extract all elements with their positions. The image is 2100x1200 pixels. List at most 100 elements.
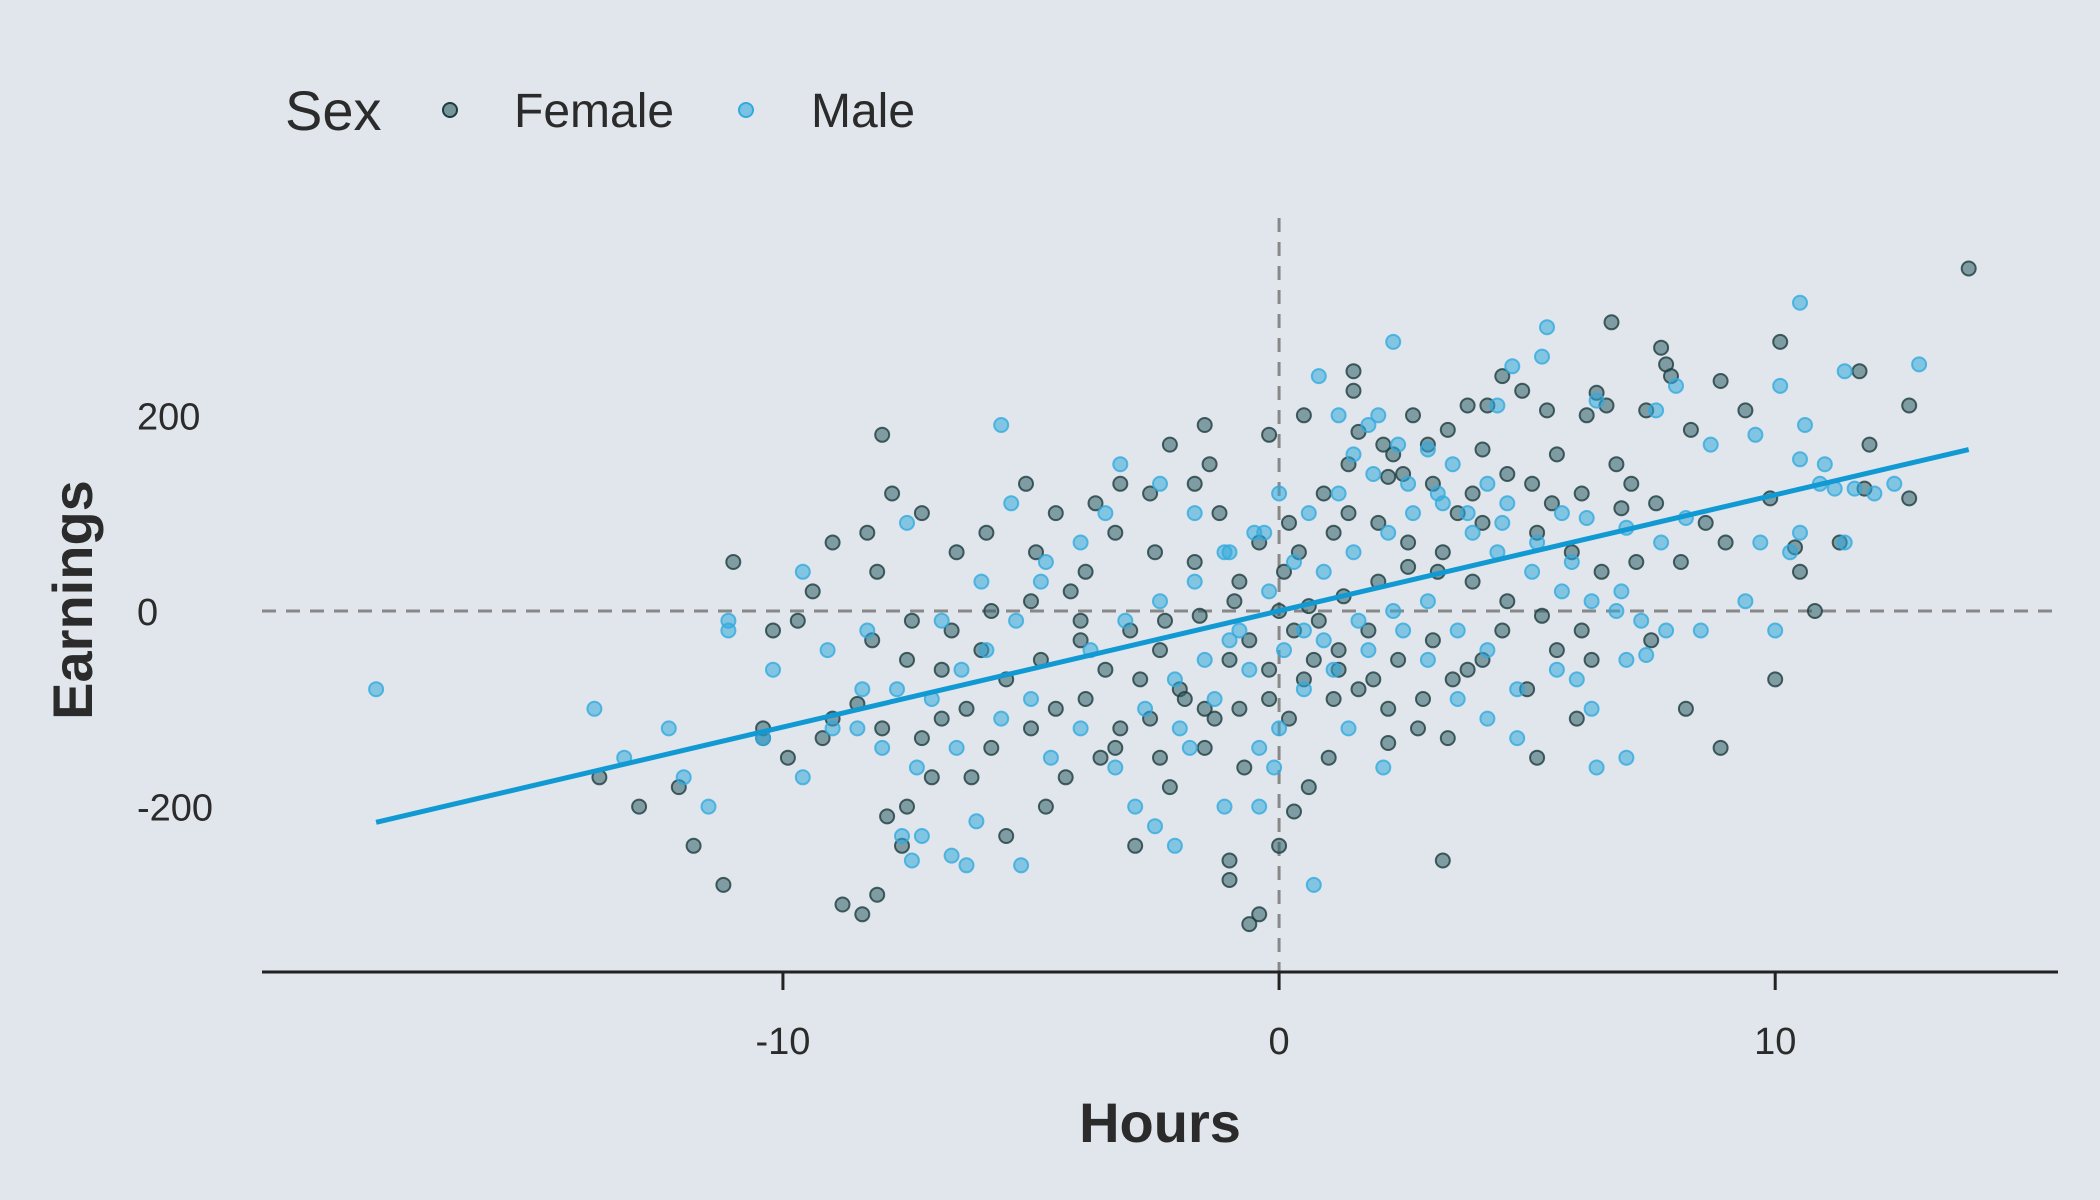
data-point-female bbox=[1236, 759, 1253, 776]
data-point-male bbox=[1405, 505, 1421, 522]
data-point-female bbox=[1717, 534, 1734, 551]
data-point-male bbox=[1137, 700, 1154, 717]
data-point-female bbox=[1211, 505, 1228, 522]
data-point-female bbox=[1161, 436, 1178, 453]
data-point-male bbox=[1419, 441, 1436, 458]
data-point-female bbox=[1712, 739, 1729, 756]
x-tick-label: -10 bbox=[755, 1021, 810, 1063]
data-point-female bbox=[1737, 402, 1754, 419]
data-point-female bbox=[1792, 563, 1808, 580]
data-point-female bbox=[933, 710, 950, 727]
data-point-female bbox=[1499, 466, 1516, 482]
data-point-male bbox=[1509, 730, 1526, 747]
x-tick-label: 10 bbox=[1754, 1021, 1796, 1063]
data-point-female bbox=[765, 622, 781, 639]
data-point-female bbox=[1201, 456, 1218, 473]
data-point-female bbox=[1459, 397, 1476, 414]
data-point-female bbox=[1092, 749, 1109, 766]
data-point-female bbox=[1261, 426, 1278, 443]
data-point-male bbox=[1911, 356, 1928, 373]
data-point-male bbox=[1792, 451, 1808, 468]
data-point-female bbox=[1286, 803, 1302, 820]
data-point-male bbox=[1008, 612, 1025, 629]
data-point-male bbox=[1295, 681, 1312, 698]
data-point-female bbox=[1628, 554, 1645, 570]
data-point-female bbox=[1608, 456, 1625, 473]
data-point-female bbox=[1573, 622, 1590, 639]
data-point-female bbox=[913, 505, 930, 522]
data-point-male bbox=[849, 720, 866, 737]
data-point-female bbox=[1439, 421, 1456, 438]
regression-line bbox=[375, 447, 1970, 825]
data-point-female bbox=[1206, 710, 1223, 727]
data-point-male bbox=[854, 681, 871, 698]
data-point-male bbox=[1256, 524, 1273, 541]
data-point-female bbox=[1147, 544, 1163, 561]
data-point-female bbox=[1127, 837, 1144, 854]
data-point-female bbox=[1132, 671, 1149, 688]
data-point-male bbox=[1390, 436, 1407, 453]
data-point-female bbox=[1534, 607, 1550, 624]
data-point-male bbox=[1251, 739, 1268, 756]
data-point-female bbox=[715, 876, 732, 893]
data-point-male bbox=[1588, 759, 1605, 776]
data-point-male bbox=[1633, 612, 1650, 629]
data-point-male bbox=[1509, 681, 1526, 698]
data-point-female bbox=[1578, 407, 1595, 424]
y-axis-ticks: -200 0 200 bbox=[137, 396, 213, 829]
data-point-male bbox=[1613, 583, 1630, 600]
data-point-male bbox=[948, 739, 965, 756]
data-point-female bbox=[948, 544, 965, 561]
data-point-male bbox=[1216, 544, 1233, 561]
data-point-female bbox=[1330, 642, 1347, 659]
data-point-male bbox=[1534, 348, 1550, 365]
data-point-female bbox=[874, 720, 891, 737]
data-point-female bbox=[1276, 563, 1292, 580]
data-point-male bbox=[1772, 377, 1789, 394]
data-point-male bbox=[953, 661, 970, 678]
data-point-male bbox=[1479, 642, 1496, 659]
data-point-female bbox=[1226, 593, 1243, 610]
x-axis-title: Hours bbox=[1079, 1091, 1241, 1154]
data-point-female bbox=[1176, 691, 1193, 707]
data-point-female bbox=[1300, 779, 1317, 796]
data-point-female bbox=[1271, 837, 1288, 854]
data-point-female bbox=[1529, 749, 1546, 766]
data-point-female bbox=[1623, 475, 1640, 492]
data-point-female bbox=[1380, 468, 1397, 485]
data-point-female bbox=[1568, 710, 1585, 727]
data-point-female bbox=[834, 896, 851, 913]
data-point-male bbox=[903, 852, 920, 869]
data-point-female bbox=[1464, 485, 1481, 502]
data-point-female bbox=[1231, 700, 1248, 717]
data-point-female bbox=[1325, 691, 1342, 707]
data-point-male bbox=[1271, 485, 1288, 502]
data-point-male bbox=[1568, 671, 1585, 688]
data-point-male bbox=[1380, 524, 1397, 541]
data-point-female bbox=[789, 612, 806, 629]
data-point-female bbox=[1677, 700, 1694, 717]
data-point-male bbox=[1310, 368, 1327, 385]
data-point-female bbox=[1142, 485, 1159, 502]
data-point-female bbox=[1196, 700, 1213, 717]
data-point-female bbox=[1157, 612, 1173, 629]
data-point-female bbox=[1191, 607, 1208, 624]
data-point-male bbox=[1702, 436, 1719, 453]
data-point-male bbox=[1286, 554, 1302, 570]
data-point-male bbox=[1618, 651, 1635, 668]
data-point-female bbox=[1241, 916, 1258, 933]
data-point-female bbox=[1186, 475, 1203, 492]
data-point-female bbox=[725, 554, 742, 570]
data-point-male bbox=[1276, 642, 1292, 659]
data-point-male bbox=[978, 642, 995, 659]
data-point-female bbox=[1196, 739, 1213, 756]
data-point-female bbox=[1037, 798, 1054, 815]
data-point-male bbox=[1117, 612, 1134, 629]
data-point-female bbox=[1499, 593, 1516, 610]
data-point-male bbox=[1300, 505, 1317, 522]
data-point-female bbox=[1573, 485, 1590, 502]
data-point-female bbox=[1415, 691, 1431, 707]
data-point-female bbox=[884, 485, 901, 502]
data-point-female bbox=[963, 769, 980, 786]
data-point-male bbox=[824, 720, 841, 737]
